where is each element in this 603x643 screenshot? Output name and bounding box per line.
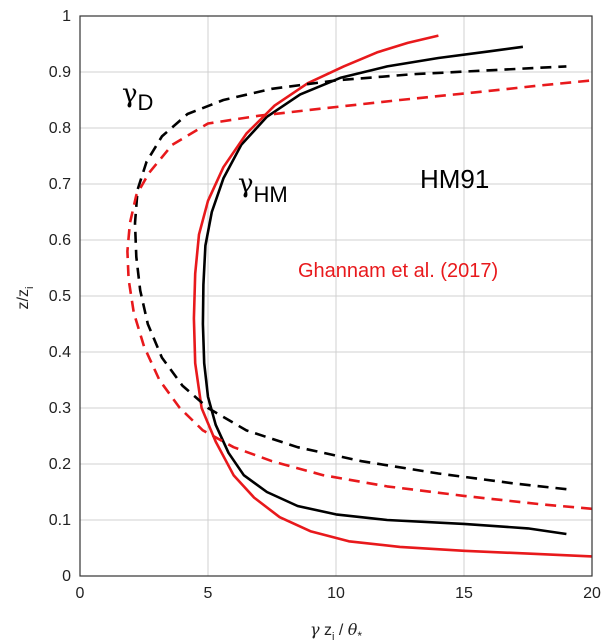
- y-tick-label: 0.7: [49, 176, 71, 193]
- series-line-4: [126, 79, 593, 511]
- y-axis-label: z/zi: [15, 287, 36, 310]
- plot-frame: [79, 15, 593, 577]
- y-tick-label: 0.3: [49, 400, 71, 417]
- series-layer: [126, 34, 593, 558]
- y-tick-label: 1: [62, 8, 71, 25]
- x-tick-label: 5: [204, 585, 213, 602]
- y-axis-label-subscript: i: [24, 287, 36, 289]
- ghannam-label: Ghannam et al. (2017): [298, 260, 498, 282]
- grid-lines: [79, 15, 593, 577]
- y-tick-label: 0: [62, 568, 71, 585]
- x-tick-label: 0: [76, 585, 85, 602]
- series-line-2: [192, 34, 593, 558]
- hm91-label: HM91: [420, 164, 489, 194]
- gamma-d-annotation: γD: [122, 79, 153, 115]
- series-line-1: [201, 45, 567, 536]
- x-axis-label: γ zi / θ*: [310, 620, 362, 643]
- y-tick-label: 0.1: [49, 512, 71, 529]
- y-tick-label: 0.2: [49, 456, 71, 473]
- y-tick-label: 0.5: [49, 288, 71, 305]
- y-tick-labels: 0 0.1 0.2 0.3 0.4 0.5 0.6 0.7 0.8 0.9 1: [49, 8, 71, 585]
- y-tick-label: 0.6: [49, 232, 71, 249]
- x-tick-labels: 0 5 10 15 20: [76, 585, 601, 602]
- y-tick-label: 0.9: [49, 64, 71, 81]
- y-tick-label: 0.4: [49, 344, 71, 361]
- x-tick-label: 20: [583, 585, 601, 602]
- x-tick-label: 10: [327, 585, 345, 602]
- series-line-3: [133, 65, 567, 491]
- y-tick-label: 0.8: [49, 120, 71, 137]
- gamma-hm-annotation: γHM: [238, 169, 288, 207]
- x-tick-label: 15: [455, 585, 473, 602]
